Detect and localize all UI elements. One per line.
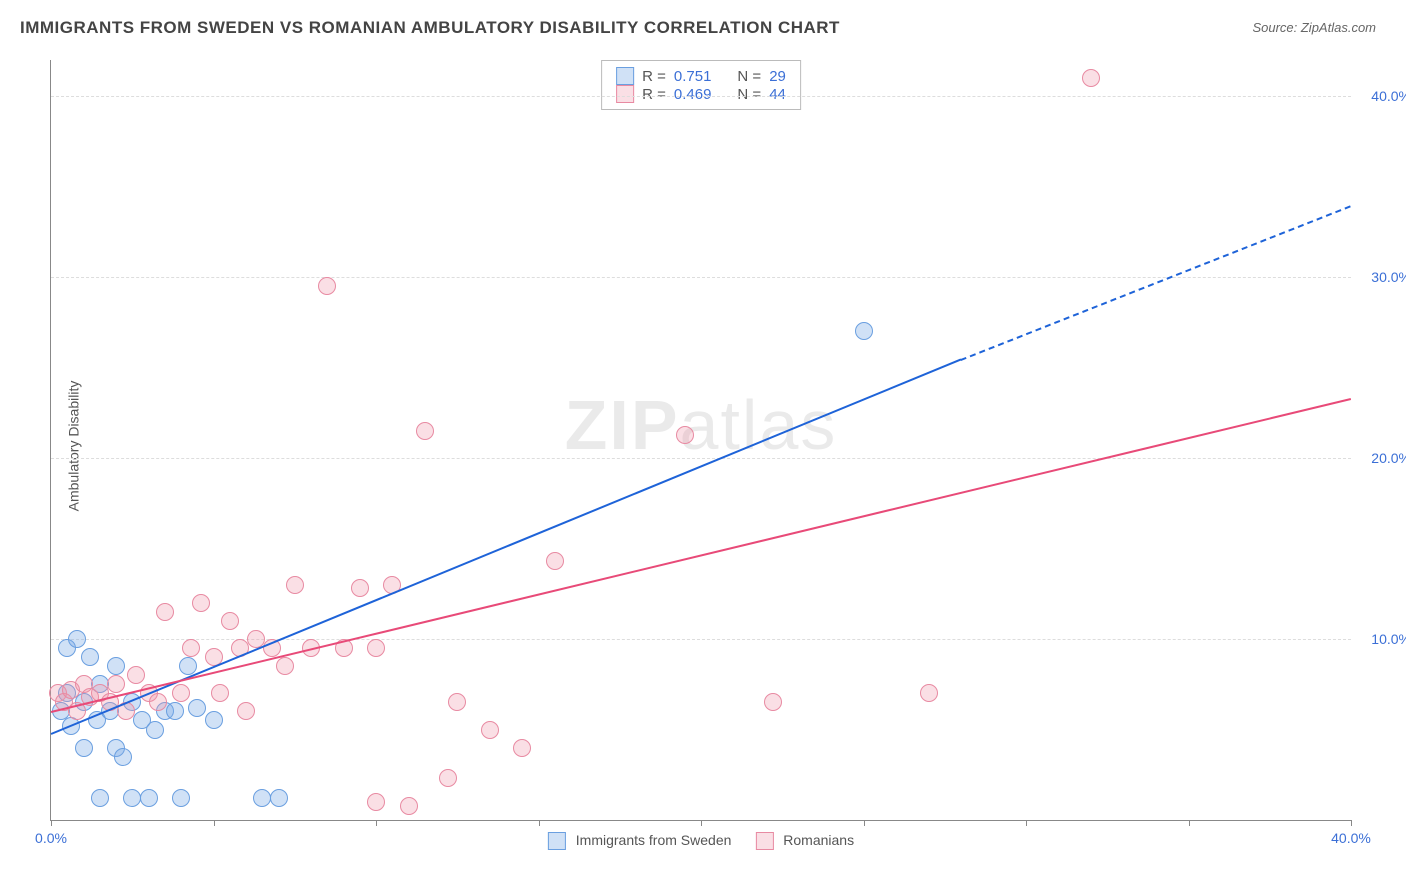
scatter-point-romanian xyxy=(107,675,125,693)
scatter-point-romanian xyxy=(439,769,457,787)
scatter-point-sweden xyxy=(166,702,184,720)
scatter-point-romanian xyxy=(546,552,564,570)
scatter-point-sweden xyxy=(91,789,109,807)
stats-row-sweden: R = 0.751 N = 29 xyxy=(616,67,786,85)
r-label: R = xyxy=(642,86,666,103)
legend-label-romanian: Romanians xyxy=(783,832,854,848)
series-legend: Immigrants from Sweden Romanians xyxy=(548,832,854,850)
y-tick-label: 30.0% xyxy=(1371,269,1406,285)
scatter-point-romanian xyxy=(221,612,239,630)
y-tick-label: 10.0% xyxy=(1371,631,1406,647)
scatter-point-romanian xyxy=(156,603,174,621)
scatter-point-romanian xyxy=(416,422,434,440)
trend-line xyxy=(51,398,1351,713)
r-label: R = xyxy=(642,68,666,85)
scatter-point-sweden xyxy=(188,699,206,717)
scatter-point-romanian xyxy=(276,657,294,675)
legend-item-sweden: Immigrants from Sweden xyxy=(548,832,732,850)
scatter-point-romanian xyxy=(182,639,200,657)
x-tick xyxy=(701,820,702,826)
swatch-sweden xyxy=(616,67,634,85)
stats-row-romanian: R = 0.469 N = 44 xyxy=(616,85,786,103)
scatter-point-romanian xyxy=(1082,69,1100,87)
x-tick xyxy=(864,820,865,826)
x-tick xyxy=(1189,820,1190,826)
scatter-point-sweden xyxy=(107,657,125,675)
scatter-point-romanian xyxy=(448,693,466,711)
scatter-point-romanian xyxy=(676,426,694,444)
scatter-point-sweden xyxy=(68,630,86,648)
legend-swatch-sweden xyxy=(548,832,566,850)
gridline xyxy=(51,277,1351,278)
x-tick xyxy=(51,820,52,826)
legend-label-sweden: Immigrants from Sweden xyxy=(576,832,732,848)
r-value-sweden: 0.751 xyxy=(674,68,712,85)
x-tick xyxy=(214,820,215,826)
scatter-point-romanian xyxy=(367,793,385,811)
r-value-romanian: 0.469 xyxy=(674,86,712,103)
scatter-point-romanian xyxy=(286,576,304,594)
n-label: N = xyxy=(737,86,761,103)
scatter-point-sweden xyxy=(205,711,223,729)
chart-title: IMMIGRANTS FROM SWEDEN VS ROMANIAN AMBUL… xyxy=(20,18,840,38)
scatter-point-sweden xyxy=(855,322,873,340)
watermark-bold: ZIP xyxy=(565,386,680,464)
scatter-point-romanian xyxy=(211,684,229,702)
x-tick xyxy=(539,820,540,826)
gridline xyxy=(51,458,1351,459)
scatter-point-sweden xyxy=(75,739,93,757)
scatter-point-romanian xyxy=(237,702,255,720)
n-value-romanian: 44 xyxy=(769,86,786,103)
scatter-point-sweden xyxy=(172,789,190,807)
plot-area: ZIPatlas R = 0.751 N = 29 R = 0.469 N = … xyxy=(50,60,1351,821)
scatter-point-romanian xyxy=(764,693,782,711)
scatter-point-romanian xyxy=(318,277,336,295)
scatter-point-sweden xyxy=(81,648,99,666)
x-tick-label: 0.0% xyxy=(35,830,67,846)
scatter-point-romanian xyxy=(172,684,190,702)
scatter-point-sweden xyxy=(270,789,288,807)
scatter-point-sweden xyxy=(146,721,164,739)
x-tick xyxy=(1026,820,1027,826)
source-attribution: Source: ZipAtlas.com xyxy=(1252,20,1376,35)
x-tick xyxy=(376,820,377,826)
watermark-light: atlas xyxy=(680,386,838,464)
n-label: N = xyxy=(737,68,761,85)
legend-item-romanian: Romanians xyxy=(755,832,854,850)
scatter-point-romanian xyxy=(149,693,167,711)
legend-swatch-romanian xyxy=(755,832,773,850)
n-value-sweden: 29 xyxy=(769,68,786,85)
x-tick xyxy=(1351,820,1352,826)
scatter-point-romanian xyxy=(400,797,418,815)
scatter-point-romanian xyxy=(513,739,531,757)
scatter-point-romanian xyxy=(481,721,499,739)
x-tick-label: 40.0% xyxy=(1331,830,1371,846)
scatter-point-romanian xyxy=(192,594,210,612)
scatter-point-romanian xyxy=(127,666,145,684)
scatter-point-sweden xyxy=(114,748,132,766)
scatter-point-romanian xyxy=(351,579,369,597)
y-tick-label: 20.0% xyxy=(1371,450,1406,466)
scatter-point-romanian xyxy=(367,639,385,657)
scatter-point-sweden xyxy=(179,657,197,675)
trend-line xyxy=(960,205,1351,363)
scatter-point-sweden xyxy=(140,789,158,807)
scatter-point-romanian xyxy=(920,684,938,702)
gridline xyxy=(51,96,1351,97)
y-tick-label: 40.0% xyxy=(1371,88,1406,104)
swatch-romanian xyxy=(616,85,634,103)
stats-legend: R = 0.751 N = 29 R = 0.469 N = 44 xyxy=(601,60,801,110)
